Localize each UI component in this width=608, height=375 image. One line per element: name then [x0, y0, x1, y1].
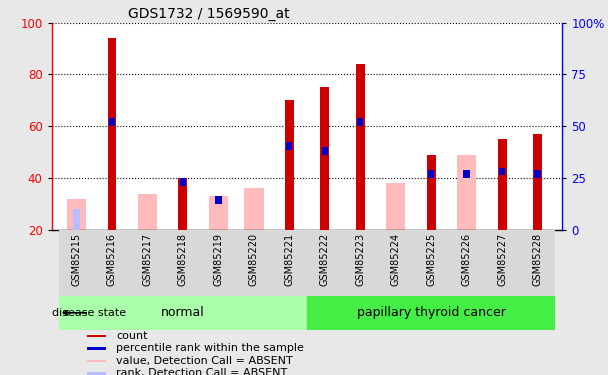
Text: percentile rank within the sample: percentile rank within the sample [116, 344, 304, 354]
Text: normal: normal [161, 306, 205, 319]
Text: GSM85219: GSM85219 [213, 233, 223, 286]
Bar [88, 360, 106, 362]
Bar [356, 64, 365, 230]
Bar [427, 155, 435, 230]
Bar [165, 230, 201, 296]
Bar [215, 196, 221, 204]
Text: GSM85228: GSM85228 [533, 233, 542, 286]
Text: GDS1732 / 1569590_at: GDS1732 / 1569590_at [128, 8, 290, 21]
Bar [342, 230, 378, 296]
Bar [307, 230, 342, 296]
Bar [67, 199, 86, 230]
Text: GSM85224: GSM85224 [391, 233, 401, 286]
Text: GSM85226: GSM85226 [461, 233, 472, 286]
Bar [485, 230, 520, 296]
Bar [59, 230, 94, 296]
Bar [320, 87, 329, 230]
Bar [180, 178, 186, 186]
Bar [88, 335, 106, 337]
Bar [533, 134, 542, 230]
Text: GSM85216: GSM85216 [107, 233, 117, 286]
Text: GSM85220: GSM85220 [249, 233, 259, 286]
Bar [88, 347, 106, 350]
Text: GSM85221: GSM85221 [285, 233, 294, 286]
Text: rank, Detection Call = ABSENT: rank, Detection Call = ABSENT [116, 368, 288, 375]
Text: value, Detection Call = ABSENT: value, Detection Call = ABSENT [116, 356, 293, 366]
Bar [94, 230, 130, 296]
Bar [130, 230, 165, 296]
Bar [499, 168, 505, 176]
Bar [244, 188, 264, 230]
Bar [534, 170, 541, 178]
Text: GSM85217: GSM85217 [142, 233, 153, 286]
Text: papillary thyroid cancer: papillary thyroid cancer [357, 306, 506, 319]
Bar [74, 209, 80, 230]
Text: GSM85227: GSM85227 [497, 233, 507, 286]
Text: GSM85215: GSM85215 [72, 233, 81, 286]
Bar [307, 296, 555, 330]
Bar [286, 142, 292, 150]
Bar [428, 170, 434, 178]
Text: GSM85222: GSM85222 [320, 233, 330, 286]
Text: GSM85223: GSM85223 [355, 233, 365, 286]
Bar [463, 170, 470, 178]
Bar [386, 183, 406, 230]
Bar [449, 230, 485, 296]
Text: disease state: disease state [52, 308, 126, 318]
Bar [457, 155, 477, 230]
Bar [520, 230, 555, 296]
Bar [285, 100, 294, 230]
Text: GSM85225: GSM85225 [426, 233, 436, 286]
Bar [272, 230, 307, 296]
Bar [59, 296, 307, 330]
Bar [137, 194, 157, 230]
Bar [179, 178, 187, 230]
Bar [109, 118, 115, 126]
Bar [378, 230, 413, 296]
Bar [322, 147, 328, 155]
Bar [88, 372, 106, 375]
Bar [236, 230, 272, 296]
Bar [201, 230, 236, 296]
Text: count: count [116, 331, 148, 341]
Bar [209, 196, 228, 230]
Bar [357, 118, 364, 126]
Bar [413, 230, 449, 296]
Bar [498, 139, 506, 230]
Bar [108, 38, 116, 230]
Text: GSM85218: GSM85218 [178, 233, 188, 286]
